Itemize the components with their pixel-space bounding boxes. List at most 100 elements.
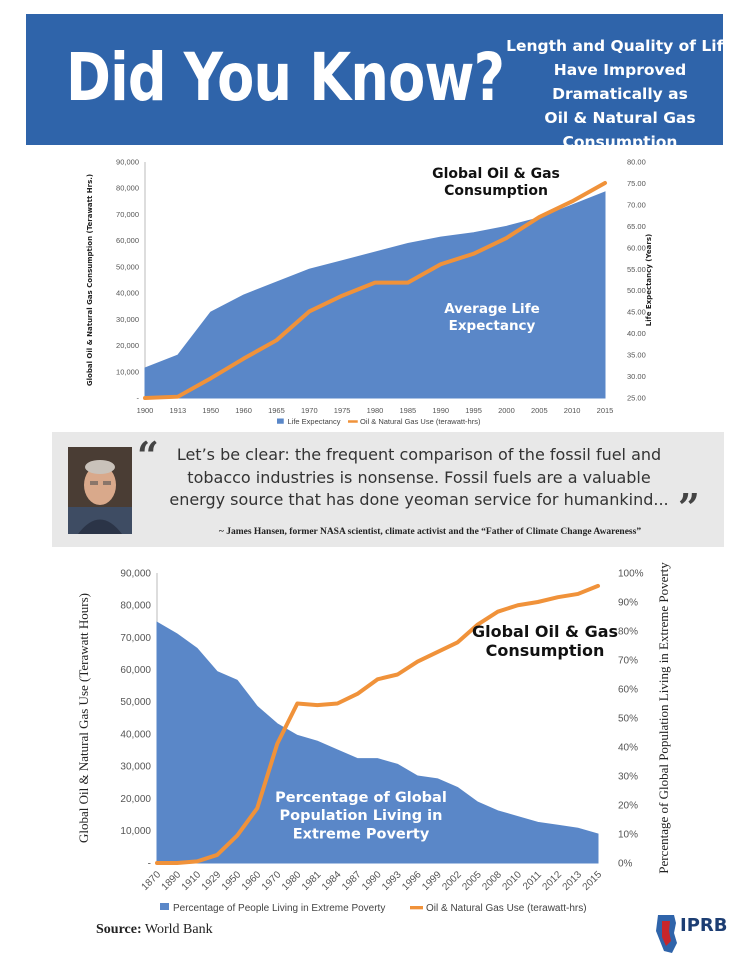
poverty-chart: - 10,000 20,000 30,000 40,000 50,000 60,000 70,… bbox=[76, 562, 671, 914]
y-left-tick-label: 60,000 bbox=[120, 665, 151, 676]
y-left-tick-label: 50,000 bbox=[116, 262, 139, 271]
x-tick-label: 1950 bbox=[202, 406, 219, 415]
x-tick-label: 2005 bbox=[531, 406, 548, 415]
line-series-oil-gas bbox=[155, 583, 600, 865]
y-right-tick-label: 55.00 bbox=[627, 265, 646, 274]
y-right-tick-label: 90% bbox=[618, 597, 638, 608]
y-right-tick-label: 80% bbox=[618, 626, 638, 637]
x-tick-label: 1950 bbox=[220, 869, 244, 893]
y-right-tick-label: 50% bbox=[618, 713, 638, 724]
y-right-tick-label: 35.00 bbox=[627, 351, 646, 360]
x-tick-label: 2008 bbox=[480, 869, 504, 893]
banner-subtitle: Length and Quality of Life Have Improved… bbox=[504, 34, 736, 178]
y-right-tick-label: 60% bbox=[618, 684, 638, 695]
quote-text: Let’s be clear: the frequent comparison … bbox=[169, 445, 669, 509]
y-left-tick-label: 30,000 bbox=[116, 315, 139, 324]
quote-attribution: ~ James Hansen, former NASA scientist, c… bbox=[218, 527, 642, 537]
x-tick-label: 1960 bbox=[235, 406, 252, 415]
x-tick-label: 1999 bbox=[420, 869, 444, 893]
x-tick-label: 1990 bbox=[360, 869, 384, 893]
y-left-tick-label: 90,000 bbox=[116, 158, 139, 167]
close-quote-mark: ” bbox=[678, 485, 700, 530]
source-label: Source: bbox=[96, 922, 142, 937]
y-left-axis-label: Global Oil & Natural Gas Consumption (Te… bbox=[86, 174, 94, 386]
y-left-tick-label: 90,000 bbox=[120, 568, 151, 579]
banner-title: Did You Know? bbox=[66, 39, 505, 116]
legend-label-line: Oil & Natural Gas Use (terawatt-hrs) bbox=[426, 903, 587, 914]
line-series-oil-gas bbox=[143, 180, 607, 400]
x-tick-label: 1990 bbox=[432, 406, 449, 415]
annotation-oil-gas: Global Oil & Gas bbox=[432, 166, 560, 182]
y-right-tick-label: 80.00 bbox=[627, 158, 646, 167]
x-tick-label: 1960 bbox=[240, 869, 264, 893]
y-left-tick-label: - bbox=[137, 394, 140, 403]
annotation-area: Average Life bbox=[444, 301, 539, 317]
y-left-tick-label: 40,000 bbox=[116, 289, 139, 298]
y-right-tick-label: 50.00 bbox=[627, 286, 646, 295]
illinois-logo-icon bbox=[656, 915, 677, 953]
y-left-tick-label: 80,000 bbox=[120, 601, 151, 612]
x-tick-label: 2000 bbox=[498, 406, 515, 415]
y-right-tick-label: 45.00 bbox=[627, 308, 646, 317]
y-right-tick-label: 70.00 bbox=[627, 200, 646, 209]
annotation-area: Expectancy bbox=[449, 318, 536, 334]
area-series-percentage-of-people-living-in-extreme-poverty bbox=[156, 621, 599, 864]
area-series-life-expectancy bbox=[144, 191, 606, 399]
y-right-tick-label: 40.00 bbox=[627, 329, 646, 338]
y-right-tick-label: 70% bbox=[618, 655, 638, 666]
y-right-tick-label: 40% bbox=[618, 742, 638, 753]
y-left-tick-label: 10,000 bbox=[116, 367, 139, 376]
life-expectancy-chart: - 10,000 20,000 30,000 40,000 50,000 60,000 70,… bbox=[86, 158, 653, 427]
y-right-tick-label: 10% bbox=[618, 829, 638, 840]
x-tick-label: 1890 bbox=[160, 869, 184, 893]
legend-swatch-area bbox=[277, 418, 284, 424]
x-tick-label: 1984 bbox=[320, 869, 344, 893]
y-right-tick-label: 0% bbox=[618, 858, 633, 869]
banner-subtitle-line: Oil & Natural Gas Consumption bbox=[544, 109, 696, 151]
x-tick-label: 1993 bbox=[380, 869, 404, 893]
legend-swatch-area bbox=[160, 903, 169, 910]
x-tick-label: 1910 bbox=[180, 869, 204, 893]
y-right-tick-label: 75.00 bbox=[627, 179, 646, 188]
x-tick-label: 2015 bbox=[581, 869, 605, 893]
x-tick-label: 1970 bbox=[260, 869, 284, 893]
y-right-tick-label: 30.00 bbox=[627, 372, 646, 381]
x-tick-label: 2011 bbox=[521, 869, 544, 892]
y-right-tick-label: 65.00 bbox=[627, 222, 646, 231]
legend-label-area: Life Expectancy bbox=[288, 417, 341, 426]
y-left-tick-label: 70,000 bbox=[120, 633, 151, 644]
x-tick-label: 2013 bbox=[561, 869, 585, 893]
y-right-axis-label: Life Expectancy (Years) bbox=[645, 234, 653, 326]
x-tick-label: 1996 bbox=[400, 869, 424, 893]
x-tick-label: 1980 bbox=[367, 406, 384, 415]
quote-band bbox=[52, 432, 724, 547]
source-note: Source: World Bank bbox=[96, 922, 213, 938]
y-left-tick-label: 10,000 bbox=[120, 826, 151, 837]
y-left-tick-label: 50,000 bbox=[120, 697, 151, 708]
x-tick-label: 1980 bbox=[280, 869, 304, 893]
y-right-tick-label: 100% bbox=[618, 568, 644, 579]
x-tick-label: 2010 bbox=[500, 869, 524, 893]
x-tick-label: 2005 bbox=[460, 869, 484, 893]
x-tick-label: 1981 bbox=[300, 869, 324, 893]
y-left-axis-label: Global Oil & Natural Gas Use (Terawatt H… bbox=[76, 593, 91, 843]
y-right-tick-label: 60.00 bbox=[627, 243, 646, 252]
banner: Did You Know? Length and Quality of Life… bbox=[26, 14, 734, 175]
x-tick-label: 1985 bbox=[400, 406, 417, 415]
annotation-oil-gas: Consumption bbox=[486, 641, 605, 660]
y-left-tick-label: 40,000 bbox=[120, 729, 151, 740]
annotation-area: Extreme Poverty bbox=[293, 826, 430, 842]
logo-text: IPRB bbox=[680, 915, 728, 936]
y-right-tick-label: 30% bbox=[618, 771, 638, 782]
x-tick-label: 2002 bbox=[440, 869, 464, 893]
x-tick-label: 1965 bbox=[268, 406, 285, 415]
annotation-area: Population Living in bbox=[280, 808, 443, 824]
x-tick-label: 2010 bbox=[564, 406, 581, 415]
x-tick-label: 1913 bbox=[170, 406, 187, 415]
y-left-tick-label: 30,000 bbox=[120, 762, 151, 773]
x-tick-label: 2015 bbox=[597, 406, 614, 415]
annotation-area: Percentage of Global bbox=[275, 790, 447, 806]
banner-subtitle-line: Have Improved Dramatically as bbox=[552, 61, 688, 103]
legend-label-area: Percentage of People Living in Extreme P… bbox=[173, 903, 385, 914]
banner-subtitle-line: Have Increased bbox=[552, 157, 688, 175]
